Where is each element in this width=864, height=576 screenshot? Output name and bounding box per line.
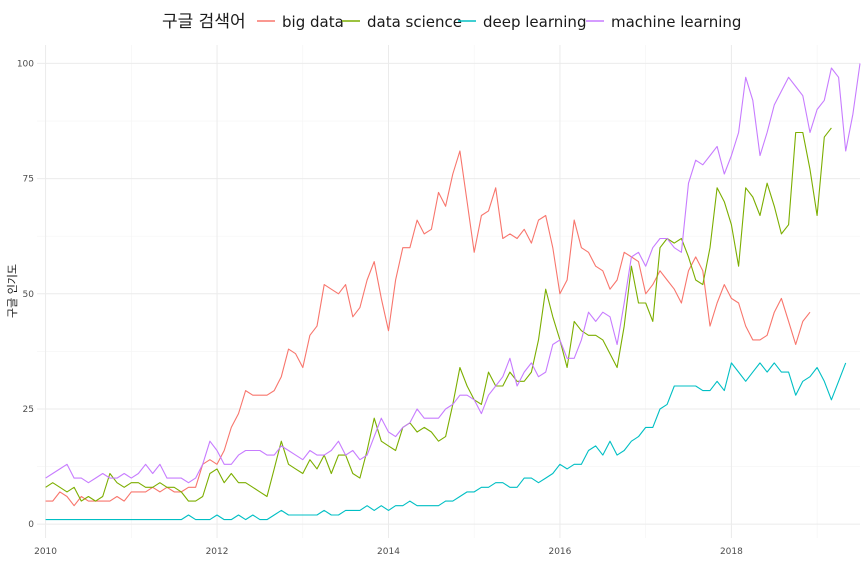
x-tick-label: 2012 <box>206 547 229 557</box>
series-line-machine-learning <box>45 63 861 484</box>
legend-label: deep learning <box>483 13 586 31</box>
legend-item-deep-learning: deep learning <box>458 13 586 31</box>
y-tick-label: 0 <box>28 520 34 530</box>
legend-item-machine-learning: machine learning <box>586 13 741 31</box>
series-line-deep-learning <box>45 362 847 521</box>
legend: 구글 검색어 big data data science deep learning… <box>162 12 741 32</box>
tick-labels: 2010 2012 2014 2016 2018 0 25 50 75 100 <box>17 59 743 557</box>
legend-label: data science <box>367 13 462 31</box>
x-tick-label: 2014 <box>377 547 400 557</box>
series-line-data-science <box>45 127 832 502</box>
legend-label: machine learning <box>611 13 741 31</box>
y-tick-label: 100 <box>17 59 34 69</box>
y-axis-title: 구글 인기도 <box>6 264 19 318</box>
legend-item-data-science: data science <box>342 13 462 31</box>
series-layer <box>45 63 861 521</box>
x-tick-label: 2018 <box>720 547 743 557</box>
y-tick-label: 50 <box>23 290 35 300</box>
legend-items: big data data science deep learning machine… <box>257 13 741 31</box>
x-tick-label: 2010 <box>34 547 57 557</box>
legend-title: 구글 검색어 <box>162 12 246 32</box>
series-line-big-data <box>45 150 811 507</box>
legend-label: big data <box>282 13 344 31</box>
y-tick-label: 25 <box>23 405 34 415</box>
legend-item-big-data: big data <box>257 13 344 31</box>
x-tick-label: 2016 <box>548 547 571 557</box>
grid-layer <box>37 45 860 538</box>
y-tick-label: 75 <box>23 175 34 185</box>
